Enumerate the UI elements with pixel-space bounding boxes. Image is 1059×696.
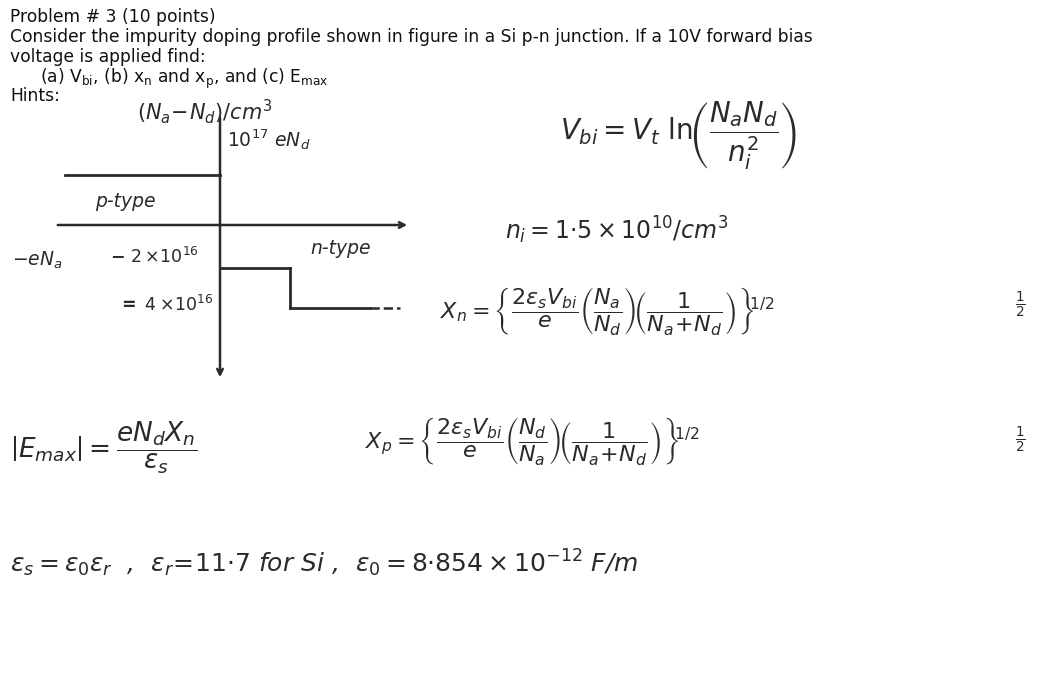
Text: $\varepsilon_s = \varepsilon_0\varepsilon_r$  ,  $\varepsilon_r\!=\!11{\cdot}7$ : $\varepsilon_s = \varepsilon_0\varepsilo… [10, 548, 639, 579]
Text: $\left|E_{max}\right| = \dfrac{eN_d X_n}{\varepsilon_s}$: $\left|E_{max}\right| = \dfrac{eN_d X_n}… [10, 420, 197, 476]
Text: $n_i = 1{\cdot}5\times10^{10}/cm^3$: $n_i = 1{\cdot}5\times10^{10}/cm^3$ [505, 215, 730, 246]
Text: $\frac{1}{2}$: $\frac{1}{2}$ [1015, 425, 1025, 455]
Text: p-type: p-type [95, 192, 156, 211]
Text: n-type: n-type [310, 239, 371, 258]
Text: $(N_a\!-\!N_d)/cm^3$: $(N_a\!-\!N_d)/cm^3$ [138, 97, 273, 126]
Text: $X_p = \left\{\dfrac{2\varepsilon_s V_{bi}}{e}\left(\dfrac{N_d}{N_a}\right)\!\le: $X_p = \left\{\dfrac{2\varepsilon_s V_{b… [365, 415, 700, 467]
Text: $\mathbf{-}\ 2\times\!10^{16}$: $\mathbf{-}\ 2\times\!10^{16}$ [110, 247, 199, 267]
Text: Consider the impurity doping profile shown in figure in a Si p-n junction. If a : Consider the impurity doping profile sho… [10, 28, 812, 46]
Text: Problem # 3 (10 points): Problem # 3 (10 points) [10, 8, 216, 26]
Text: $-eN_a$: $-eN_a$ [12, 249, 62, 271]
Text: (a) V$_\mathregular{bi}$, (b) x$_\mathregular{n}$ and x$_\mathregular{p}$, and (: (a) V$_\mathregular{bi}$, (b) x$_\mathre… [40, 67, 328, 91]
Text: $10^{17}$ eN$_d$: $10^{17}$ eN$_d$ [227, 127, 310, 152]
Text: $X_n = \left\{\dfrac{2\varepsilon_s V_{bi}}{e}\left(\dfrac{N_a}{N_d}\right)\!\le: $X_n = \left\{\dfrac{2\varepsilon_s V_{b… [439, 285, 775, 337]
Text: $\mathbf{=}\ 4\times\!10^{16}$: $\mathbf{=}\ 4\times\!10^{16}$ [118, 295, 214, 315]
Text: $\frac{1}{2}$: $\frac{1}{2}$ [1015, 290, 1025, 320]
Text: voltage is applied find:: voltage is applied find: [10, 48, 205, 66]
Text: $V_{bi} = V_t\ \mathrm{ln}\!\left(\dfrac{N_a N_d}{n_i^2}\right)$: $V_{bi} = V_t\ \mathrm{ln}\!\left(\dfrac… [560, 100, 797, 173]
Text: Hints:: Hints: [10, 87, 60, 105]
